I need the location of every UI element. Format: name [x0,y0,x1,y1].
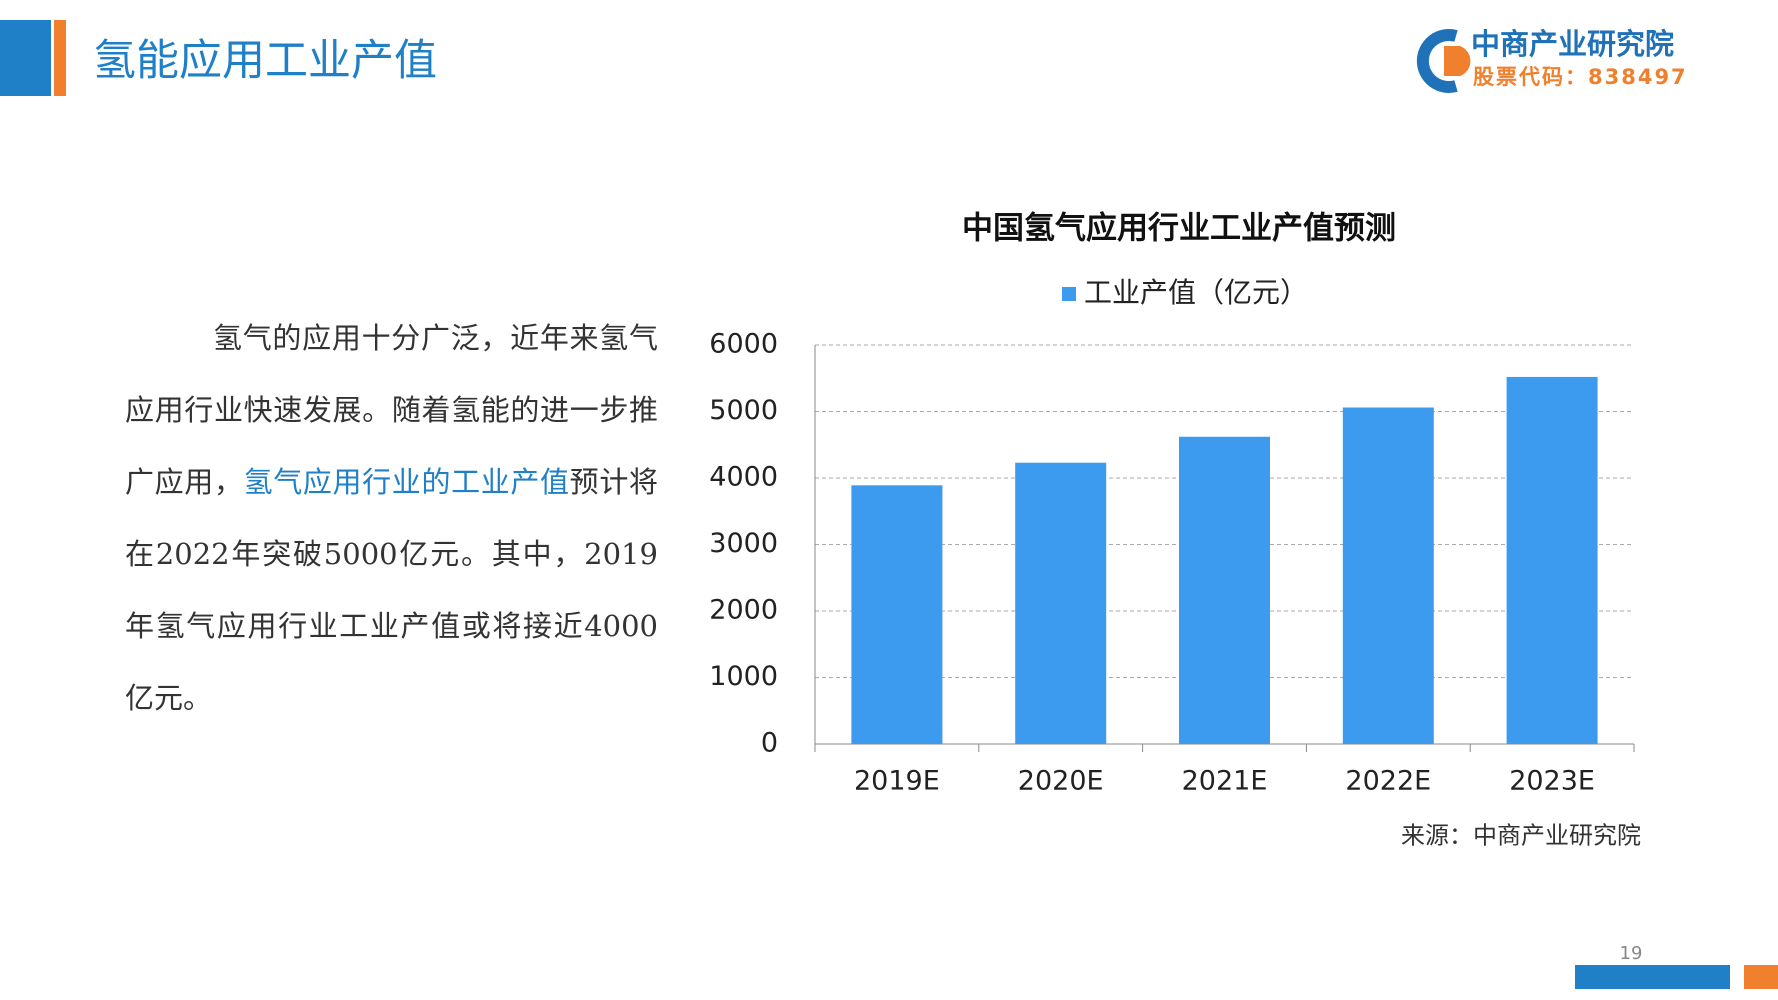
x-tick-label: 2020E [1018,766,1104,797]
y-tick-label: 0 [761,728,778,759]
y-tick-label: 2000 [709,595,778,626]
text-segment: 氢气的应用十分广泛，近年来氢气应用行业快速发展。随着氢能的进一步推广应用， [125,321,658,499]
footer-accent [1744,965,1778,989]
x-tick-label: 2021E [1182,766,1268,797]
y-tick-label: 3000 [709,528,778,559]
legend-label: 工业产值（亿元） [1084,276,1308,309]
body-text: 氢气的应用十分广泛，近年来氢气应用行业快速发展。随着氢能的进一步推广应用，氢气应… [125,302,658,734]
y-tick-label: 4000 [709,462,778,493]
bar [851,485,943,744]
source: 来源：中商产业研究院 [1401,822,1641,850]
bar [1506,376,1598,744]
text-segment: 预计将在2022年突破5000亿元。其中，2019年氢气应用行业工业产值或将接近… [125,465,658,715]
y-tick-label: 6000 [709,329,778,360]
legend-swatch [1062,287,1076,301]
x-tick-label: 2022E [1345,766,1431,797]
y-tick-label: 1000 [709,661,778,692]
x-tick-label: 2019E [854,766,940,797]
bar [1015,462,1107,744]
text-segment: 氢气应用行业的工业产值 [243,465,570,499]
y-tick-label: 5000 [709,395,778,426]
bar [1342,407,1434,744]
header-accent [54,20,66,96]
logo-icon [1416,29,1458,93]
logo-name: 中商产业研究院 [1471,27,1674,61]
page-number: 19 [1620,943,1643,964]
header-bar [0,20,51,96]
bar [1179,436,1270,744]
logo-icon-accent [1444,46,1471,76]
page-title: 氢能应用工业产值 [93,36,437,86]
chart-title: 中国氢气应用行业工业产值预测 [962,211,1396,247]
x-tick-label: 2023E [1509,766,1595,797]
footer-bar [1575,965,1730,989]
logo-stock: 股票代码：838497 [1473,65,1688,89]
